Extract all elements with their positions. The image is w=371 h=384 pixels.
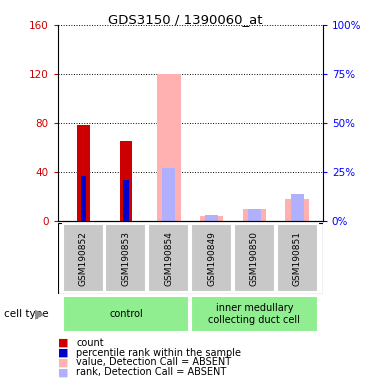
Text: cell type: cell type	[4, 309, 48, 319]
FancyBboxPatch shape	[191, 296, 318, 332]
Bar	[205, 215, 218, 221]
Text: count: count	[76, 338, 104, 348]
Text: GSM190849: GSM190849	[207, 231, 216, 286]
Text: ■: ■	[58, 358, 68, 367]
Bar	[157, 74, 181, 221]
FancyBboxPatch shape	[63, 296, 189, 332]
Bar	[124, 180, 128, 221]
FancyBboxPatch shape	[234, 224, 275, 292]
FancyBboxPatch shape	[63, 224, 104, 292]
Bar	[243, 209, 266, 221]
FancyBboxPatch shape	[58, 223, 323, 294]
Text: rank, Detection Call = ABSENT: rank, Detection Call = ABSENT	[76, 367, 226, 377]
Text: ■: ■	[58, 348, 68, 358]
Bar	[77, 125, 89, 221]
Text: GSM190853: GSM190853	[121, 231, 131, 286]
Bar	[291, 194, 303, 221]
Text: ▶: ▶	[35, 308, 45, 320]
Text: GSM190850: GSM190850	[250, 231, 259, 286]
FancyBboxPatch shape	[105, 224, 147, 292]
Text: ■: ■	[58, 338, 68, 348]
Text: control: control	[109, 309, 143, 319]
Bar	[162, 168, 175, 221]
Text: ■: ■	[58, 367, 68, 377]
Bar	[119, 141, 132, 221]
FancyBboxPatch shape	[191, 224, 232, 292]
Text: GSM190854: GSM190854	[164, 231, 173, 286]
Text: inner medullary
collecting duct cell: inner medullary collecting duct cell	[209, 303, 300, 325]
FancyBboxPatch shape	[148, 224, 189, 292]
Bar	[81, 175, 86, 221]
Bar	[248, 209, 261, 221]
Text: GDS3150 / 1390060_at: GDS3150 / 1390060_at	[108, 13, 263, 26]
Text: value, Detection Call = ABSENT: value, Detection Call = ABSENT	[76, 358, 231, 367]
Text: GSM190852: GSM190852	[79, 231, 88, 286]
FancyBboxPatch shape	[276, 224, 318, 292]
Text: percentile rank within the sample: percentile rank within the sample	[76, 348, 241, 358]
Bar	[200, 216, 223, 221]
Bar	[285, 199, 309, 221]
Text: GSM190851: GSM190851	[293, 231, 302, 286]
